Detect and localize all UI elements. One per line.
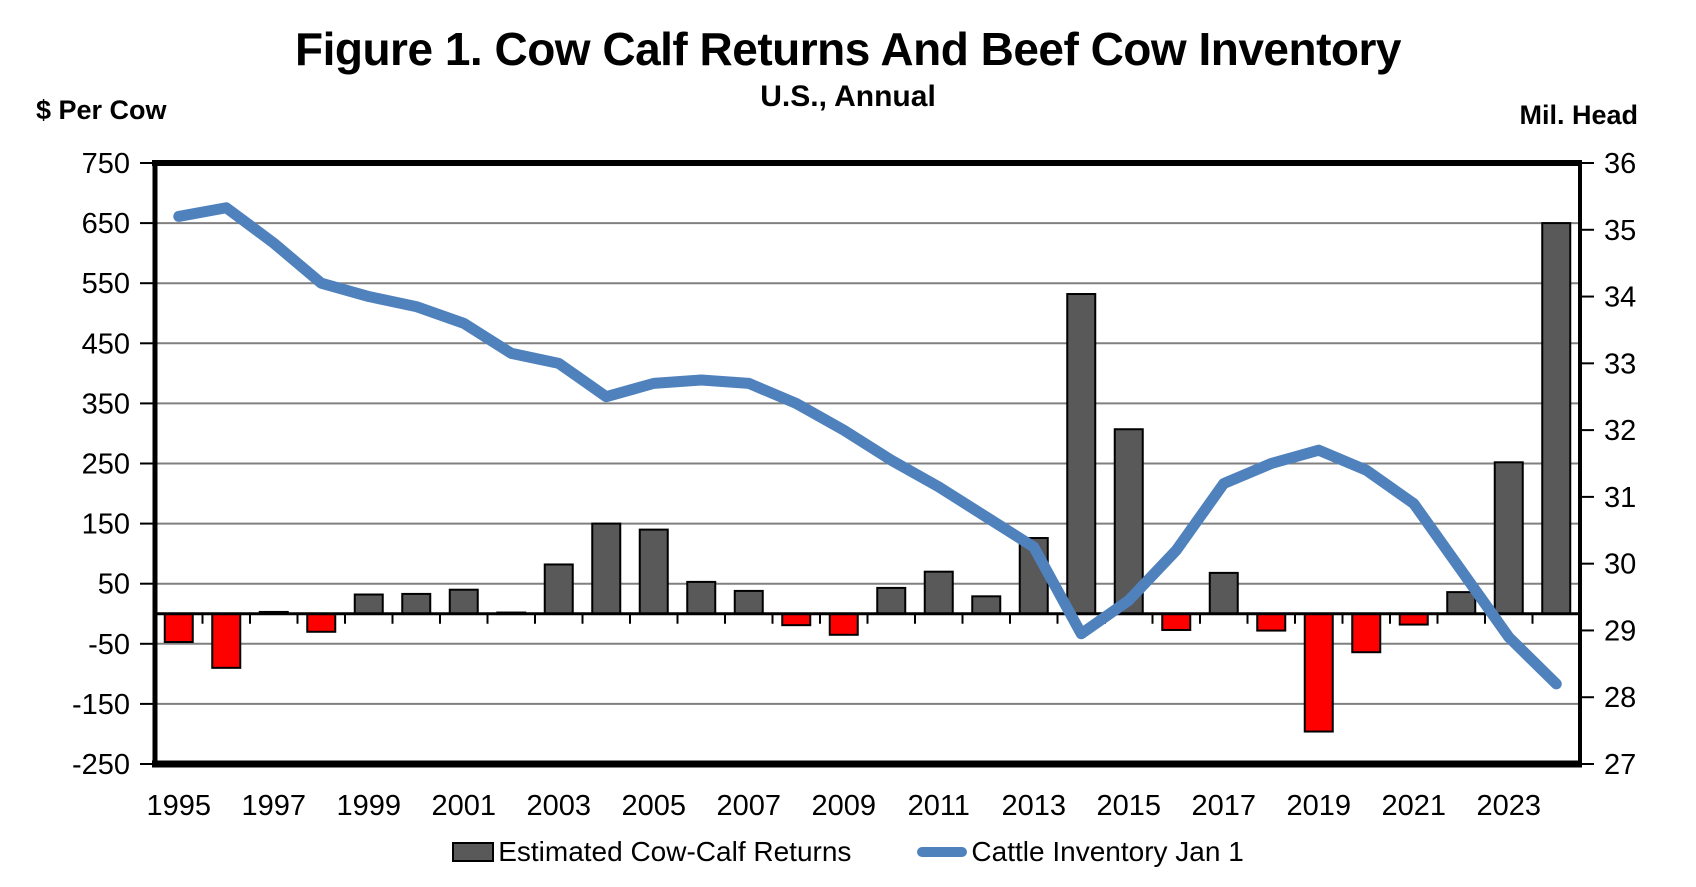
bar-2006 [686,580,717,615]
left-tick-label: 350 [82,388,130,420]
x-tick-label: 2007 [716,790,781,822]
chart-title: Figure 1. Cow Calf Returns And Beef Cow … [294,23,1402,75]
line-series [173,202,1562,690]
left-axis-unit-label: $ Per Cow [36,95,167,125]
right-tick-label: 33 [1604,348,1636,380]
left-tick-label: 550 [82,268,130,300]
bar-2018 [1256,612,1287,632]
bar-2023 [1493,461,1524,615]
left-tick-label: -50 [88,629,130,661]
legend-item-inventory: Cattle Inventory Jan 1 [917,836,1244,868]
left-tick-label: 750 [82,148,130,180]
bar-2014 [1066,293,1097,615]
x-tick-label: 2015 [1096,790,1161,822]
bar-2001 [448,588,479,615]
bar-1999 [353,593,384,615]
bar-1995 [163,612,194,643]
bar-2024 [1541,222,1572,615]
x-tick-label: 2021 [1381,790,1446,822]
bar-2019 [1303,612,1334,733]
chart-legend: Estimated Cow-Calf Returns Cattle Invent… [0,836,1696,868]
bar-2022 [1446,591,1477,615]
bar-2008 [781,612,812,627]
bar-2009 [828,612,859,636]
left-tick-label: 250 [82,449,130,481]
gridlines [155,222,1580,705]
inventory-line [173,202,1562,690]
x-tick-label: 1995 [146,790,211,822]
x-tick-label: 2003 [526,790,591,822]
right-tick-label: 36 [1604,148,1636,180]
x-tick-label: 1999 [336,790,401,822]
bar-1998 [306,612,337,633]
bar-2010 [876,586,907,615]
right-tick-label: 31 [1604,482,1636,514]
right-tick-label: 35 [1604,215,1636,247]
right-tick-label: 34 [1604,282,1636,314]
zero-axis [154,612,1581,624]
bar-2020 [1351,612,1382,654]
x-tick-label: 2009 [811,790,876,822]
bar-2005 [638,528,669,615]
chart-subtitle: U.S., Annual [760,80,936,113]
bar-2007 [733,589,764,615]
x-tick-label: 2019 [1286,790,1351,822]
right-tick-label: 28 [1604,682,1636,714]
bar-2012 [971,595,1002,615]
bar-2004 [591,522,622,615]
left-tick-label: -250 [72,749,130,781]
legend-item-returns: Estimated Cow-Calf Returns [452,836,851,868]
right-tick-label: 30 [1604,549,1636,581]
bar-2021 [1398,612,1429,626]
x-tick-label: 1997 [241,790,306,822]
left-tick-label: 650 [82,208,130,240]
bar-2003 [543,563,574,615]
x-axis-labels: 1995 1997 1999 2001 2003 2005 2007 2009 2011 2013… [146,790,1541,822]
x-tick-label: 2013 [1001,790,1066,822]
bar-2016 [1161,612,1192,631]
x-tick-label: 2023 [1476,790,1541,822]
left-axis-ticks: 750 650 550 450 350 250 150 50 -50 -150 -250 [72,148,155,781]
line-series-swatch [917,847,968,857]
bar-1996 [211,612,242,669]
right-tick-label: 29 [1604,615,1636,647]
legend-line-label: Cattle Inventory Jan 1 [971,836,1244,867]
bar-2011 [923,570,954,615]
left-tick-label: 50 [98,569,130,601]
right-axis-ticks: 36 35 34 33 32 31 30 29 28 27 [1580,148,1636,781]
right-tick-label: 32 [1604,415,1636,447]
x-tick-label: 2005 [621,790,686,822]
x-tick-label: 2001 [431,790,496,822]
x-tick-label: 2017 [1191,790,1256,822]
x-tick-label: 2011 [908,790,970,822]
right-tick-label: 27 [1604,749,1636,781]
bar-series [163,222,1572,733]
right-axis-unit-label: Mil. Head [1519,100,1638,130]
bar-2000 [401,592,432,615]
bar-2017 [1208,571,1239,615]
left-tick-label: -150 [72,689,130,721]
bar-series-swatch [452,842,495,862]
legend-bar-label: Estimated Cow-Calf Returns [498,836,852,867]
left-tick-label: 450 [82,328,130,360]
left-tick-label: 150 [82,509,130,541]
